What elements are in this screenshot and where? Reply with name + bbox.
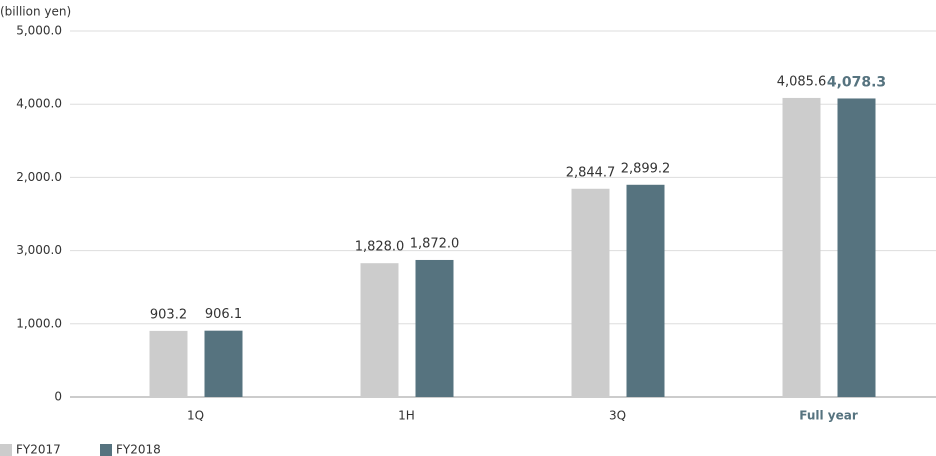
y-tick-label: 0: [54, 390, 62, 404]
y-tick-label: 3,000.0: [16, 243, 62, 257]
y-tick-label: 5,000.0: [16, 24, 62, 38]
bar: [837, 98, 876, 397]
bar: [204, 330, 243, 397]
value-label: 906.1: [205, 307, 242, 322]
legend-label: FY2017: [16, 443, 61, 456]
value-label: 903.2: [150, 307, 187, 322]
x-tick-label: 1H: [398, 409, 415, 423]
bar: [571, 188, 610, 397]
value-label: 1,828.0: [355, 240, 405, 255]
x-tick-label: 3Q: [609, 409, 626, 423]
bar: [360, 263, 399, 397]
y-axis-label: (billion yen): [0, 5, 71, 19]
bar: [626, 184, 665, 397]
y-tick-label: 2,000.0: [16, 170, 62, 184]
value-label: 2,844.7: [566, 165, 616, 180]
bar: [782, 97, 821, 397]
value-label: 4,078.3: [827, 74, 886, 90]
value-label: 2,899.2: [621, 161, 671, 176]
value-label: 4,085.6: [777, 74, 827, 89]
y-tick-label: 1,000.0: [16, 316, 62, 330]
y-tick-label: 4,000.0: [16, 97, 62, 111]
legend-label: FY2018: [116, 443, 161, 456]
x-tick-label: Full year: [799, 409, 858, 423]
value-label: 1,872.0: [410, 236, 460, 251]
legend-swatch: [0, 444, 12, 456]
x-tick-label: 1Q: [187, 409, 204, 423]
bar: [415, 259, 454, 397]
bar: [149, 330, 188, 397]
legend-swatch: [100, 444, 112, 456]
